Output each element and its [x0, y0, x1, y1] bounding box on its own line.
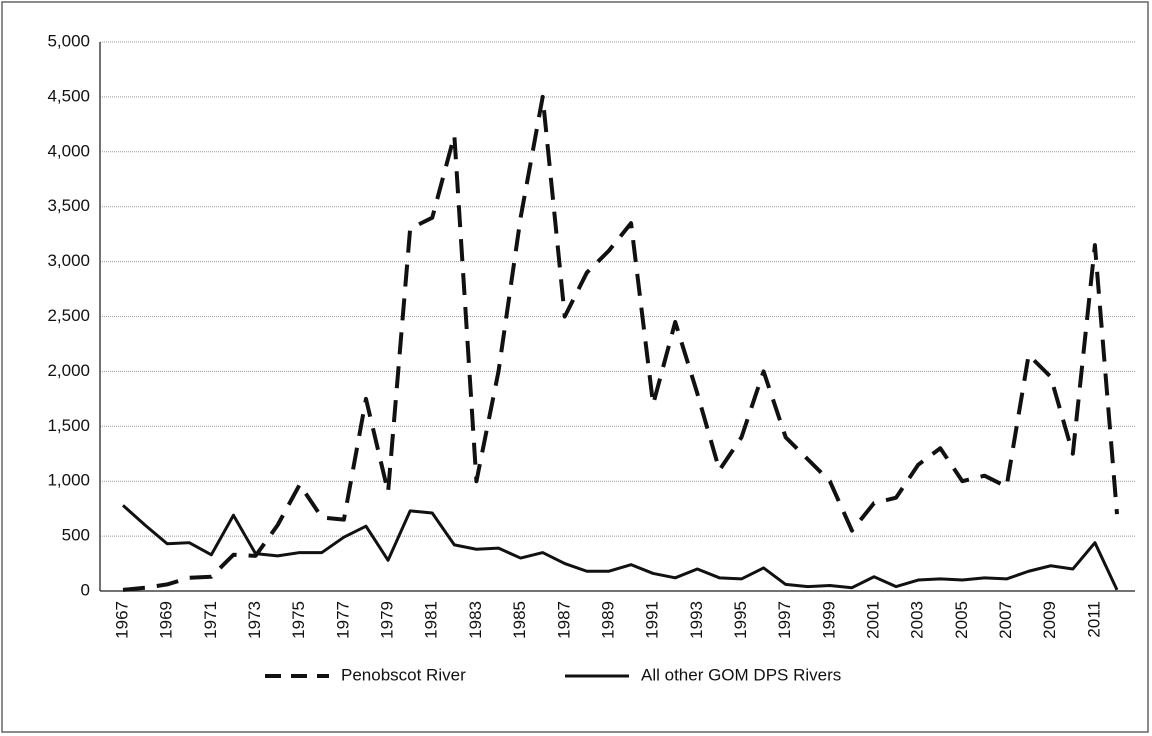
y-tick-label: 1,000 [47, 471, 90, 490]
y-tick-label: 5,000 [47, 31, 90, 50]
x-tick-label: 1991 [643, 601, 662, 639]
y-tick-label: 4,500 [47, 86, 90, 105]
x-tick-label: 1975 [289, 601, 308, 639]
y-tick-label: 3,500 [47, 196, 90, 215]
x-tick-label: 2005 [952, 601, 971, 639]
x-tick-label: 1981 [422, 601, 441, 639]
x-tick-label: 1993 [687, 601, 706, 639]
legend-label: Penobscot River [341, 665, 466, 684]
y-tick-label: 2,000 [47, 361, 90, 380]
y-tick-label: 500 [62, 526, 90, 545]
x-tick-label: 1987 [554, 601, 573, 639]
x-tick-label: 1979 [378, 601, 397, 639]
x-tick-label: 1977 [333, 601, 352, 639]
y-tick-label: 4,000 [47, 141, 90, 160]
x-tick-label: 1989 [598, 601, 617, 639]
x-tick-label: 1995 [731, 601, 750, 639]
y-tick-label: 2,500 [47, 306, 90, 325]
x-tick-label: 1973 [245, 601, 264, 639]
y-tick-label: 0 [81, 580, 90, 599]
x-tick-label: 1969 [157, 601, 176, 639]
x-tick-label: 2011 [1084, 601, 1103, 638]
x-tick-label: 2001 [864, 601, 883, 639]
x-tick-label: 1983 [466, 601, 485, 639]
x-tick-label: 1971 [201, 601, 220, 639]
x-tick-label: 2009 [1040, 601, 1059, 639]
y-tick-label: 1,500 [47, 416, 90, 435]
x-tick-label: 2007 [996, 601, 1015, 639]
y-tick-label: 3,000 [47, 251, 90, 270]
x-tick-label: 1997 [775, 601, 794, 639]
legend-label: All other GOM DPS Rivers [641, 665, 841, 684]
x-tick-label: 1999 [819, 601, 838, 639]
series-line [121, 504, 1119, 591]
x-tick-label: 1985 [510, 601, 529, 639]
x-tick-label: 2003 [908, 601, 927, 639]
x-tick-label: 1967 [112, 601, 131, 639]
